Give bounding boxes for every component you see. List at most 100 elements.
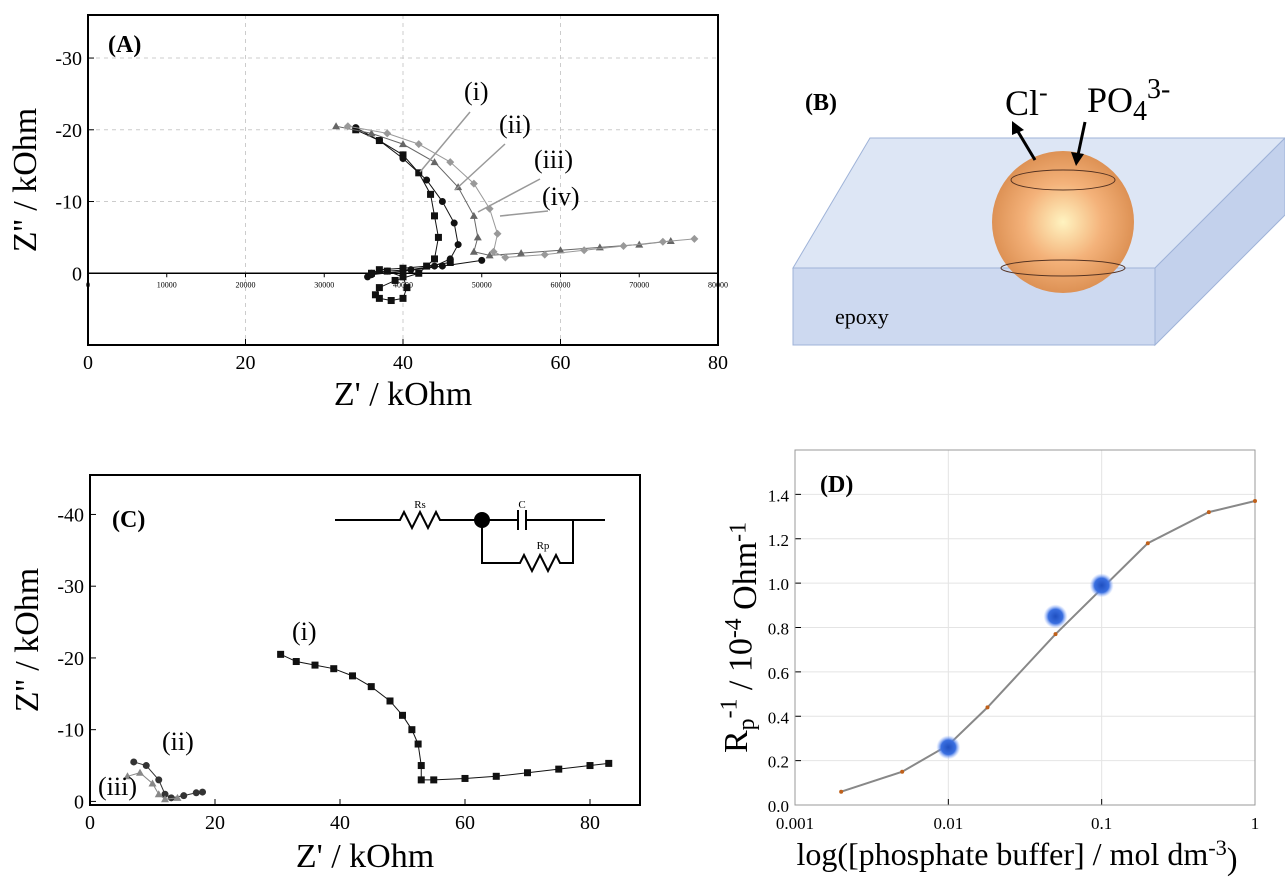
panel-label: (A) bbox=[108, 32, 141, 58]
marker bbox=[143, 762, 150, 769]
marker bbox=[620, 242, 628, 250]
leader-line bbox=[478, 179, 540, 212]
panel-label: (D) bbox=[820, 472, 853, 498]
x-tick-label: 60 bbox=[551, 352, 571, 374]
y-tick-label: 0.0 bbox=[768, 797, 789, 816]
y-tick-label: -10 bbox=[55, 192, 82, 214]
y-tick-label: 0.8 bbox=[768, 620, 789, 639]
panel-label: (B) bbox=[805, 90, 837, 116]
circuit bbox=[335, 510, 605, 571]
annotation: (i) bbox=[292, 617, 317, 646]
marker bbox=[478, 257, 485, 264]
marker bbox=[659, 238, 667, 246]
marker bbox=[439, 263, 446, 270]
marker bbox=[388, 297, 395, 304]
y-axis-title: Z'' / kOhm bbox=[7, 108, 44, 252]
annotation: (iii) bbox=[534, 145, 573, 174]
ion-charge: 3- bbox=[1147, 74, 1170, 105]
x-tick-label: 0.01 bbox=[933, 814, 963, 833]
marker bbox=[136, 769, 144, 776]
label-part: -1 bbox=[716, 699, 742, 719]
marker bbox=[130, 758, 137, 765]
marker bbox=[431, 212, 438, 219]
y-tick-label: -10 bbox=[57, 720, 84, 742]
x2-tick-label: 20000 bbox=[236, 280, 256, 289]
inset-label: C bbox=[518, 499, 525, 511]
marker bbox=[312, 662, 319, 669]
marker bbox=[415, 270, 422, 277]
marker bbox=[403, 284, 410, 291]
marker bbox=[493, 773, 500, 780]
ion-charge: - bbox=[1039, 78, 1048, 107]
marker bbox=[376, 295, 383, 302]
marker bbox=[839, 790, 843, 794]
resistor-rp bbox=[482, 520, 573, 571]
label-part: -1 bbox=[725, 522, 751, 542]
y-tick-label: 0 bbox=[72, 263, 82, 285]
resistor-rs bbox=[335, 512, 480, 528]
marker bbox=[427, 191, 434, 198]
x2-tick-label: 10000 bbox=[157, 280, 177, 289]
x-tick-label: 0 bbox=[83, 352, 93, 374]
marker bbox=[470, 212, 478, 219]
y-tick-label: 0.6 bbox=[768, 664, 789, 683]
y-tick-label: 1.2 bbox=[768, 531, 789, 550]
panel: 020406080-30-20-100010000200003000040000… bbox=[7, 15, 728, 413]
y-axis-title: Z'' / kOhm bbox=[9, 568, 46, 712]
y-tick-label: -30 bbox=[55, 48, 82, 70]
leader-line bbox=[420, 112, 470, 172]
x2-tick-label: 30000 bbox=[314, 280, 334, 289]
marker bbox=[399, 712, 406, 719]
marker bbox=[332, 122, 340, 129]
x-axis-title: log([phosphate buffer] / mol dm-3) bbox=[796, 835, 1237, 876]
label-part: p bbox=[734, 718, 760, 730]
y-tick-label: 0.2 bbox=[768, 753, 789, 772]
marker bbox=[383, 129, 391, 137]
series-line bbox=[281, 654, 609, 780]
x-axis-title: Z' / kOhm bbox=[296, 838, 434, 875]
leader-line bbox=[500, 211, 548, 216]
label-part: Ohm bbox=[727, 542, 764, 619]
annotation: (ii) bbox=[499, 110, 531, 139]
marker bbox=[418, 776, 425, 783]
marker bbox=[1207, 510, 1211, 514]
marker bbox=[277, 651, 284, 658]
marker bbox=[494, 230, 502, 238]
y-tick-label: -30 bbox=[57, 576, 84, 598]
label-part: R bbox=[718, 730, 755, 753]
marker bbox=[447, 255, 454, 262]
x-tick-label: 80 bbox=[708, 352, 728, 374]
marker bbox=[431, 255, 438, 262]
leader-line bbox=[455, 144, 505, 190]
label-part: ) bbox=[1227, 840, 1238, 876]
annotation: (iii) bbox=[98, 772, 137, 801]
marker bbox=[418, 762, 425, 769]
marker bbox=[415, 140, 423, 148]
x-axis-title: Z' / kOhm bbox=[334, 376, 472, 413]
marker bbox=[376, 137, 383, 144]
x-tick-label: 0.1 bbox=[1091, 814, 1112, 833]
marker bbox=[455, 241, 462, 248]
marker bbox=[415, 741, 422, 748]
marker bbox=[435, 234, 442, 241]
marker bbox=[349, 672, 356, 679]
marker bbox=[407, 266, 414, 273]
annotation: (ii) bbox=[162, 727, 194, 756]
marker bbox=[462, 775, 469, 782]
marker bbox=[193, 789, 200, 796]
marker bbox=[180, 792, 187, 799]
x-tick-label: 80 bbox=[580, 812, 600, 834]
marker bbox=[199, 789, 206, 796]
marker bbox=[408, 726, 415, 733]
marker bbox=[985, 705, 989, 709]
marker bbox=[451, 220, 458, 227]
x-tick-label: 1 bbox=[1251, 814, 1260, 833]
x2-tick-label: 60000 bbox=[551, 280, 571, 289]
y-tick-label: 0 bbox=[74, 791, 84, 813]
marker bbox=[1253, 499, 1257, 503]
marker bbox=[392, 277, 399, 284]
marker bbox=[524, 769, 531, 776]
label-part: / 10 bbox=[723, 638, 760, 698]
label-part: log([phosphate buffer] / mol dm bbox=[796, 836, 1208, 872]
x-tick-label: 20 bbox=[205, 812, 225, 834]
